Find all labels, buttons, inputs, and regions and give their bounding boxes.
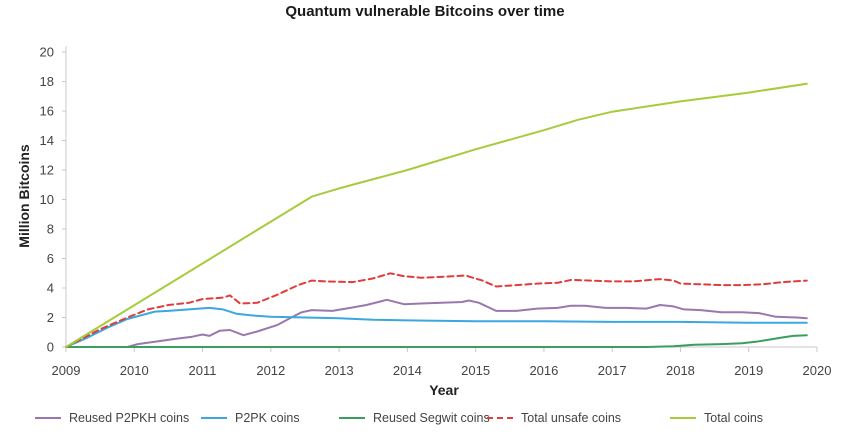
series-line-total-coins bbox=[65, 82, 808, 348]
x-tick-label-2013: 2013 bbox=[325, 363, 354, 378]
x-tick-label-2015: 2015 bbox=[461, 363, 490, 378]
series-line-total-unsafe-coins bbox=[65, 272, 808, 348]
legend-label-total-unsafe-coins: Total unsafe coins bbox=[521, 411, 621, 425]
series-line-p2pk-coins bbox=[65, 306, 808, 348]
y-tick-label-12: 12 bbox=[40, 163, 54, 178]
x-tick-label-2010: 2010 bbox=[120, 363, 149, 378]
y-tick-label-10: 10 bbox=[40, 192, 54, 207]
y-tick-label-0: 0 bbox=[47, 340, 54, 355]
y-tick-label-18: 18 bbox=[40, 74, 54, 89]
series-line-reused-segwit-coins bbox=[65, 334, 808, 348]
y-tick-label-16: 16 bbox=[40, 104, 54, 119]
x-tick-labels: 2009 2010 2011 2012 2013 2014 2015 2016 2017 2018… bbox=[52, 347, 832, 378]
x-tick-label-2020: 2020 bbox=[803, 363, 832, 378]
legend-label-total-coins: Total coins bbox=[704, 411, 763, 425]
y-tick-label-14: 14 bbox=[40, 133, 54, 148]
x-tick-label-2018: 2018 bbox=[666, 363, 695, 378]
y-tick-label-8: 8 bbox=[47, 222, 54, 237]
x-tick-label-2017: 2017 bbox=[598, 363, 627, 378]
y-axis-title: Million Bitcoins bbox=[16, 144, 32, 248]
legend-label-reused-segwit-coins: Reused Segwit coins bbox=[373, 411, 490, 425]
x-tick-label-2009: 2009 bbox=[52, 363, 81, 378]
x-tick-label-2012: 2012 bbox=[256, 363, 285, 378]
y-tick-label-2: 2 bbox=[47, 310, 54, 325]
x-axis-title: Year bbox=[429, 382, 459, 398]
series-line-reused-p2pkh-coins bbox=[65, 298, 808, 348]
y-tick-label-6: 6 bbox=[47, 251, 54, 266]
y-tick-label-4: 4 bbox=[47, 281, 54, 296]
legend: Reused P2PKH coins P2PK coins Reused Segwi… bbox=[35, 411, 763, 425]
legend-label-reused-p2pkh-coins: Reused P2PKH coins bbox=[69, 411, 189, 425]
y-tick-label-20: 20 bbox=[40, 45, 54, 60]
x-tick-label-2011: 2011 bbox=[189, 363, 217, 378]
series-group bbox=[65, 82, 808, 348]
x-tick-label-2016: 2016 bbox=[529, 363, 558, 378]
x-tick-label-2014: 2014 bbox=[393, 363, 422, 378]
y-tick-labels: 0 2 4 6 8 10 12 14 16 18 20 bbox=[40, 45, 66, 355]
chart-title: Quantum vulnerable Bitcoins over time bbox=[285, 3, 564, 20]
legend-label-p2pk-coins: P2PK coins bbox=[235, 411, 300, 425]
x-tick-label-2019: 2019 bbox=[734, 363, 763, 378]
